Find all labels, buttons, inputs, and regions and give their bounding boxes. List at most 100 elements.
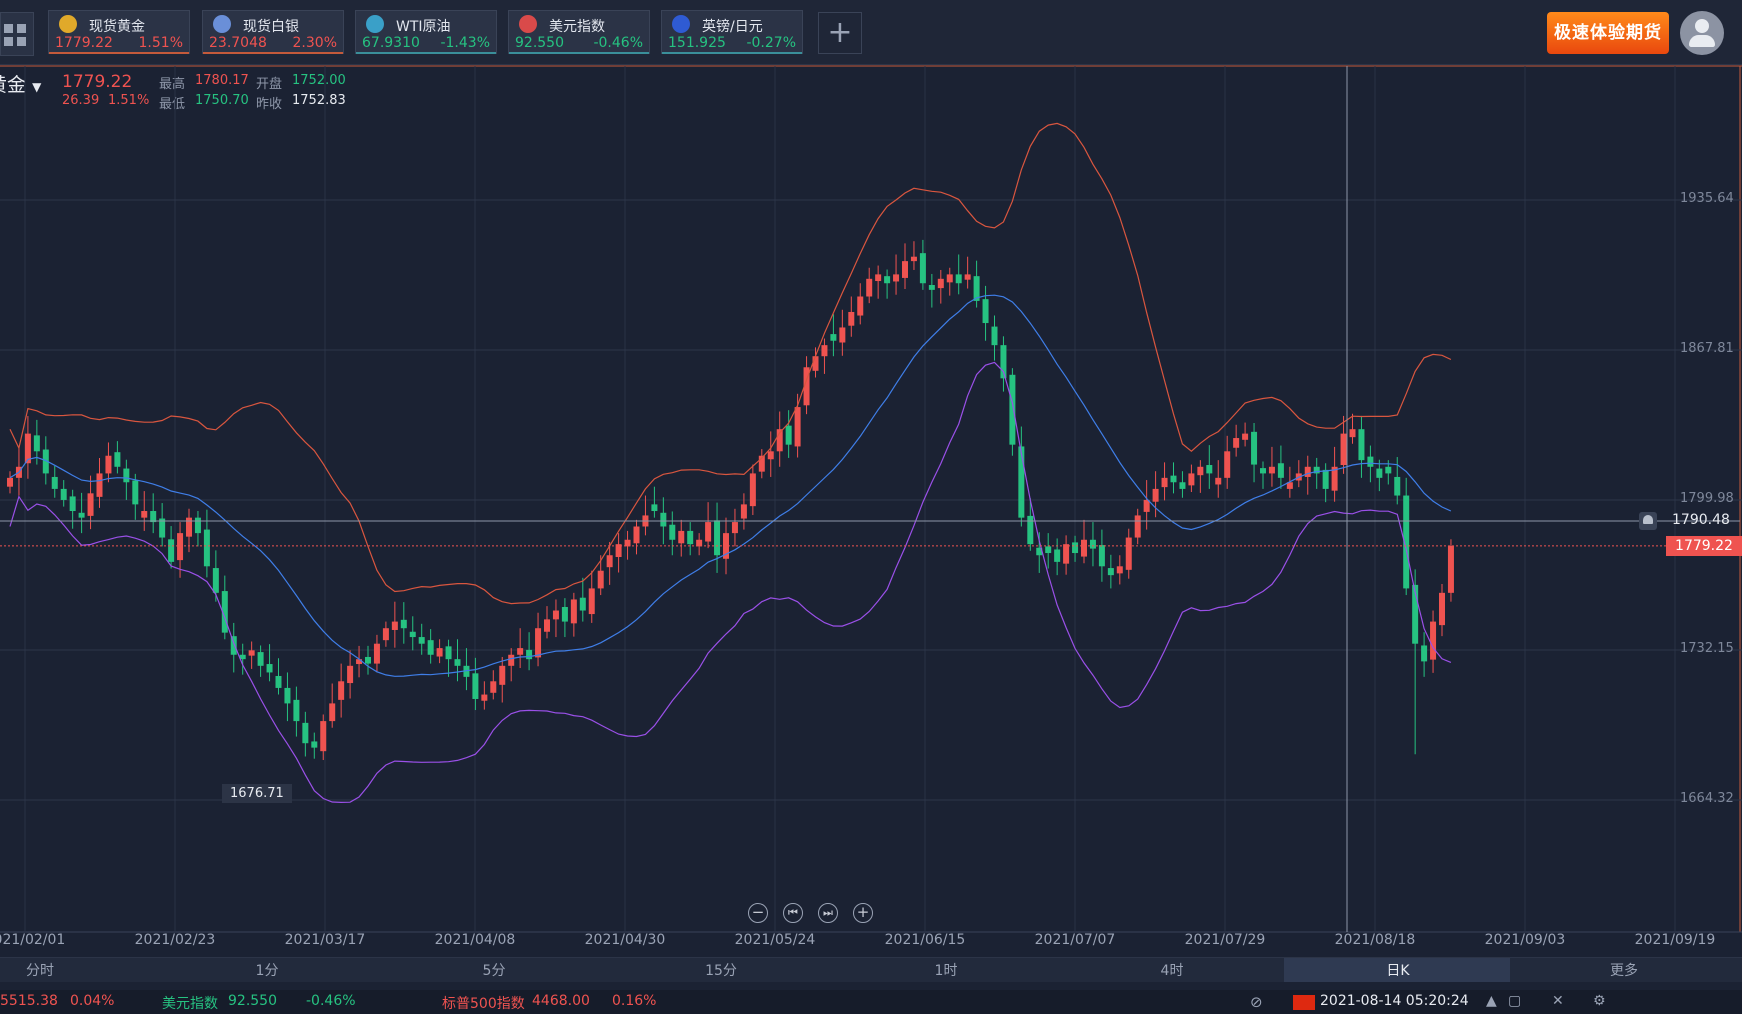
- period-tab-0[interactable]: 分时: [26, 963, 54, 979]
- status-link-icon[interactable]: ⊘: [1250, 993, 1263, 1011]
- status-item2-value: 92.550: [228, 993, 277, 1009]
- symbol-selector[interactable]: 黄金 ▼: [0, 70, 41, 97]
- tray-up-icon[interactable]: ▲: [1486, 993, 1497, 1009]
- ticker-5[interactable]: 英镑/日元 151.925 -0.27%: [661, 10, 803, 54]
- candle-body: [884, 276, 891, 284]
- candle-body: [1412, 584, 1419, 644]
- candle-body: [910, 256, 917, 262]
- status-item3-name[interactable]: 标普500指数: [442, 996, 525, 1012]
- ticker-underline: [356, 52, 496, 54]
- candle-body: [1260, 468, 1266, 474]
- candle-body: [96, 473, 103, 497]
- tray-tools-icon[interactable]: ✕: [1552, 993, 1564, 1009]
- period-tab-4[interactable]: 1时: [934, 963, 958, 979]
- jump-end-button[interactable]: ⏭: [818, 903, 838, 923]
- x-tick-label: 2021/04/30: [584, 932, 666, 948]
- candle-body: [177, 533, 184, 561]
- active-period-highlight: [1284, 958, 1510, 982]
- candle-body: [42, 449, 49, 474]
- open-label: 开盘: [256, 77, 283, 92]
- status-item2-name[interactable]: 美元指数: [162, 996, 218, 1012]
- ticker-underline: [49, 52, 189, 54]
- period-tab-5[interactable]: 4时: [1160, 963, 1184, 979]
- candle-body: [1107, 568, 1114, 576]
- candle-body: [248, 650, 255, 656]
- candle-body: [731, 522, 738, 534]
- candle-body: [1000, 345, 1007, 379]
- ticker-underline: [509, 52, 649, 54]
- tray-window-icon[interactable]: ▢: [1508, 993, 1522, 1009]
- period-tab-1[interactable]: 1分: [255, 963, 279, 979]
- futures-promo-banner[interactable]: 极速体验期货: [1547, 12, 1669, 54]
- open-value: 1752.00: [292, 73, 346, 88]
- ticker-name: WTI原油: [396, 19, 451, 35]
- candle-body: [1331, 466, 1338, 491]
- candle-body: [445, 646, 452, 660]
- add-ticker-button[interactable]: +: [818, 12, 862, 54]
- ticker-underline: [662, 52, 802, 54]
- app-grid-icon[interactable]: [0, 12, 34, 56]
- candle-body: [436, 648, 443, 657]
- zoom-in-button[interactable]: +: [853, 903, 873, 923]
- candle-body: [991, 326, 998, 346]
- price-alert-bell-icon[interactable]: [1639, 512, 1657, 530]
- candle-body: [964, 274, 971, 280]
- x-tick-label: 2021/07/29: [1184, 932, 1266, 948]
- candle-body: [1268, 466, 1275, 474]
- candle-body: [1009, 374, 1016, 445]
- x-tick-label: 2021/08/18: [1334, 932, 1416, 948]
- ticker-3[interactable]: WTI原油 67.9310 -1.43%: [355, 10, 497, 54]
- candle-body: [597, 570, 604, 589]
- ticker-name: 现货黄金: [89, 19, 145, 35]
- period-tab-6[interactable]: 日K: [1386, 963, 1410, 979]
- candle-body: [168, 539, 175, 562]
- user-avatar[interactable]: [1680, 11, 1724, 55]
- candle-body: [624, 539, 631, 547]
- candle-body: [481, 694, 488, 701]
- tray-settings-icon[interactable]: ⚙: [1593, 993, 1606, 1009]
- period-tab-7[interactable]: 更多: [1610, 963, 1638, 979]
- candle-body: [1045, 546, 1052, 554]
- candle-body: [893, 274, 900, 282]
- candle-body: [123, 468, 130, 483]
- ticker-underline: [203, 52, 343, 54]
- quote-change-pct: 1.51%: [108, 93, 150, 108]
- x-tick-label: 2021/02/01: [0, 932, 66, 948]
- bollinger-middle-band: [9, 294, 1452, 677]
- zoom-out-button[interactable]: −: [748, 903, 768, 923]
- candle-body: [1286, 482, 1293, 489]
- ticker-icon: [213, 15, 231, 33]
- ticker-2[interactable]: 现货白银 23.7048 2.30%: [202, 10, 344, 54]
- status-item3-change: 0.16%: [612, 993, 657, 1009]
- period-tab-2[interactable]: 5分: [482, 963, 506, 979]
- ticker-4[interactable]: 美元指数 92.550 -0.46%: [508, 10, 650, 54]
- ticker-change: -1.43%: [440, 35, 490, 51]
- candle-body: [588, 588, 595, 615]
- candle-body: [606, 555, 613, 568]
- candle-body: [544, 619, 550, 632]
- ticker-name: 美元指数: [549, 19, 605, 35]
- candle-body: [1233, 438, 1240, 448]
- candle-body: [1179, 482, 1186, 489]
- candle-body: [293, 699, 300, 722]
- jump-start-button[interactable]: ⏮: [783, 903, 803, 923]
- ticker-1[interactable]: 现货黄金 1779.22 1.51%: [48, 10, 190, 54]
- x-tick-label: 2021/03/17: [284, 932, 366, 948]
- candle-body: [1134, 515, 1141, 538]
- candle-body: [230, 636, 237, 655]
- candle-body: [1054, 549, 1061, 562]
- ticker-change: 1.51%: [138, 35, 183, 51]
- ticker-price: 67.9310: [362, 35, 420, 51]
- status-datetime: 2021-08-14 05:20:24: [1320, 993, 1469, 1009]
- candle-body: [1358, 429, 1365, 461]
- period-tab-3[interactable]: 15分: [705, 963, 737, 979]
- candle-body: [1089, 539, 1096, 549]
- status-item1-value: 5515.38: [0, 993, 58, 1009]
- prev-close-value: 1752.83: [292, 93, 346, 108]
- candlestick-chart[interactable]: [0, 64, 1742, 944]
- candle-body: [740, 504, 747, 519]
- candle-body: [105, 455, 112, 474]
- candle-body: [1421, 645, 1428, 662]
- candle-body: [857, 296, 864, 316]
- candle-body: [150, 511, 157, 523]
